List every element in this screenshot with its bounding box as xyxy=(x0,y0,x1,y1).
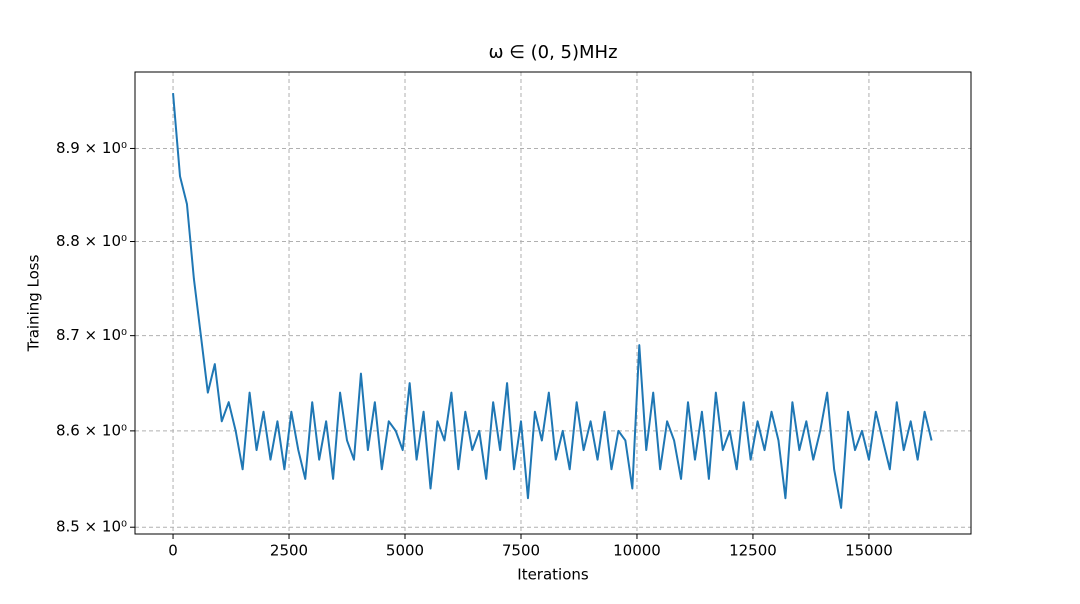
chart-title: ω ∈ (0, 5)MHz xyxy=(488,42,617,63)
y-axis-label: Training Loss xyxy=(25,254,43,352)
x-tick-label: 0 xyxy=(168,542,178,560)
x-tick-label: 12500 xyxy=(729,542,777,560)
x-tick-label: 10000 xyxy=(613,542,661,560)
y-tick-label: 8.5 × 10⁰ xyxy=(56,518,127,536)
y-tick-label: 8.9 × 10⁰ xyxy=(56,139,127,157)
line xyxy=(172,93,933,509)
y-tick-label: 8.6 × 10⁰ xyxy=(56,421,127,439)
x-tick-label: 5000 xyxy=(386,542,424,560)
x-tick-label: 15000 xyxy=(845,542,893,560)
x-tick-label: 7500 xyxy=(502,542,540,560)
plot-frame xyxy=(134,71,972,535)
x-tick-label: 2500 xyxy=(270,542,308,560)
y-tick-label: 8.8 × 10⁰ xyxy=(56,232,127,250)
x-axis-label: Iterations xyxy=(517,566,589,584)
y-tick-label: 8.7 × 10⁰ xyxy=(56,326,127,344)
